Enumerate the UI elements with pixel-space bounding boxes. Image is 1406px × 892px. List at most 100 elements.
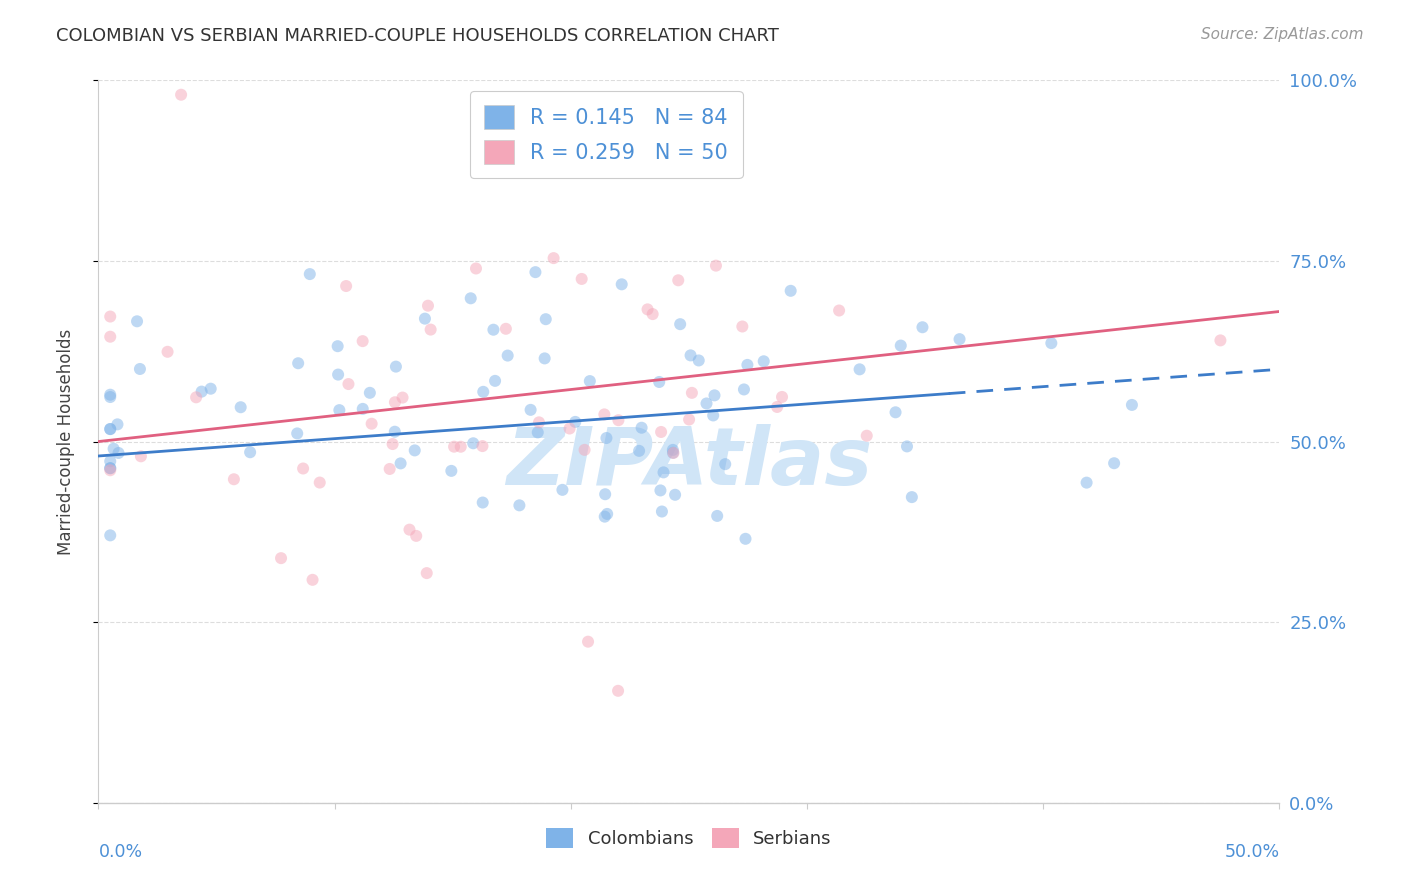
Point (270, 551, 292, 566)
Point (98, 310, 121, 324)
Point (98, 454, 121, 468)
Point (285, 426, 308, 441)
Point (558, 421, 581, 435)
Point (413, 311, 436, 326)
Point (416, 299, 439, 313)
Point (651, 504, 673, 518)
Point (704, 259, 727, 273)
Point (508, 499, 530, 513)
Point (662, 446, 685, 460)
Point (419, 322, 441, 336)
Point (440, 464, 463, 478)
Point (564, 415, 586, 429)
Point (398, 523, 420, 537)
Point (129, 450, 152, 464)
Point (98, 390, 121, 404)
Point (706, 508, 728, 523)
Point (301, 573, 323, 587)
Point (359, 385, 381, 400)
Point (679, 348, 702, 362)
Point (607, 413, 630, 427)
Text: 0.0%: 0.0% (98, 843, 142, 861)
Point (911, 320, 934, 334)
Point (595, 431, 617, 445)
Point (107, 446, 129, 460)
Point (239, 445, 262, 459)
Point (628, 443, 651, 458)
Point (229, 401, 252, 415)
Point (381, 437, 404, 451)
Point (650, 425, 672, 439)
Point (326, 339, 349, 353)
Text: ZIPAtlas: ZIPAtlas (506, 425, 872, 502)
Point (596, 507, 619, 521)
Point (662, 442, 685, 457)
Point (551, 483, 574, 497)
Point (471, 495, 494, 509)
Point (328, 403, 350, 417)
Point (98, 422, 121, 436)
Text: Source: ZipAtlas.com: Source: ZipAtlas.com (1201, 27, 1364, 42)
Point (731, 319, 754, 334)
Point (484, 374, 506, 388)
Point (828, 303, 851, 318)
Point (391, 391, 413, 405)
Point (404, 443, 426, 458)
Point (737, 358, 759, 372)
Point (98, 528, 121, 542)
Point (734, 532, 756, 546)
Point (650, 483, 672, 498)
Point (335, 279, 357, 293)
Point (465, 261, 488, 276)
Point (416, 566, 439, 580)
Point (779, 284, 801, 298)
Point (472, 384, 495, 399)
Point (948, 332, 970, 346)
Point (287, 356, 309, 370)
Point (222, 472, 245, 486)
Point (98, 329, 121, 343)
Point (648, 375, 671, 389)
Point (384, 395, 406, 409)
Point (352, 401, 374, 416)
Point (662, 446, 685, 460)
Point (526, 425, 548, 440)
Point (574, 442, 596, 457)
Point (463, 436, 485, 450)
Point (652, 466, 675, 480)
Point (855, 428, 877, 442)
Point (519, 402, 541, 417)
Point (884, 405, 907, 419)
Legend: Colombians, Serbians: Colombians, Serbians (538, 821, 839, 855)
Point (360, 417, 382, 431)
Point (200, 382, 222, 396)
Point (533, 351, 555, 366)
Point (460, 291, 482, 305)
Point (384, 425, 406, 439)
Point (405, 529, 427, 543)
Point (326, 368, 349, 382)
Point (98, 463, 121, 477)
Point (543, 251, 565, 265)
Point (703, 388, 725, 402)
Point (593, 408, 616, 422)
Point (389, 456, 412, 470)
Point (98, 388, 121, 402)
Point (527, 415, 550, 429)
Point (443, 440, 465, 454)
Point (170, 87, 193, 102)
Point (664, 488, 686, 502)
Point (695, 396, 717, 410)
Point (1102, 456, 1125, 470)
Point (666, 273, 689, 287)
Point (129, 362, 152, 376)
Point (1040, 336, 1063, 351)
Point (1209, 334, 1232, 348)
Point (890, 338, 912, 352)
Point (385, 359, 408, 374)
Point (496, 349, 519, 363)
Point (1121, 398, 1143, 412)
Point (184, 390, 207, 404)
Point (752, 354, 775, 368)
Point (107, 417, 129, 432)
